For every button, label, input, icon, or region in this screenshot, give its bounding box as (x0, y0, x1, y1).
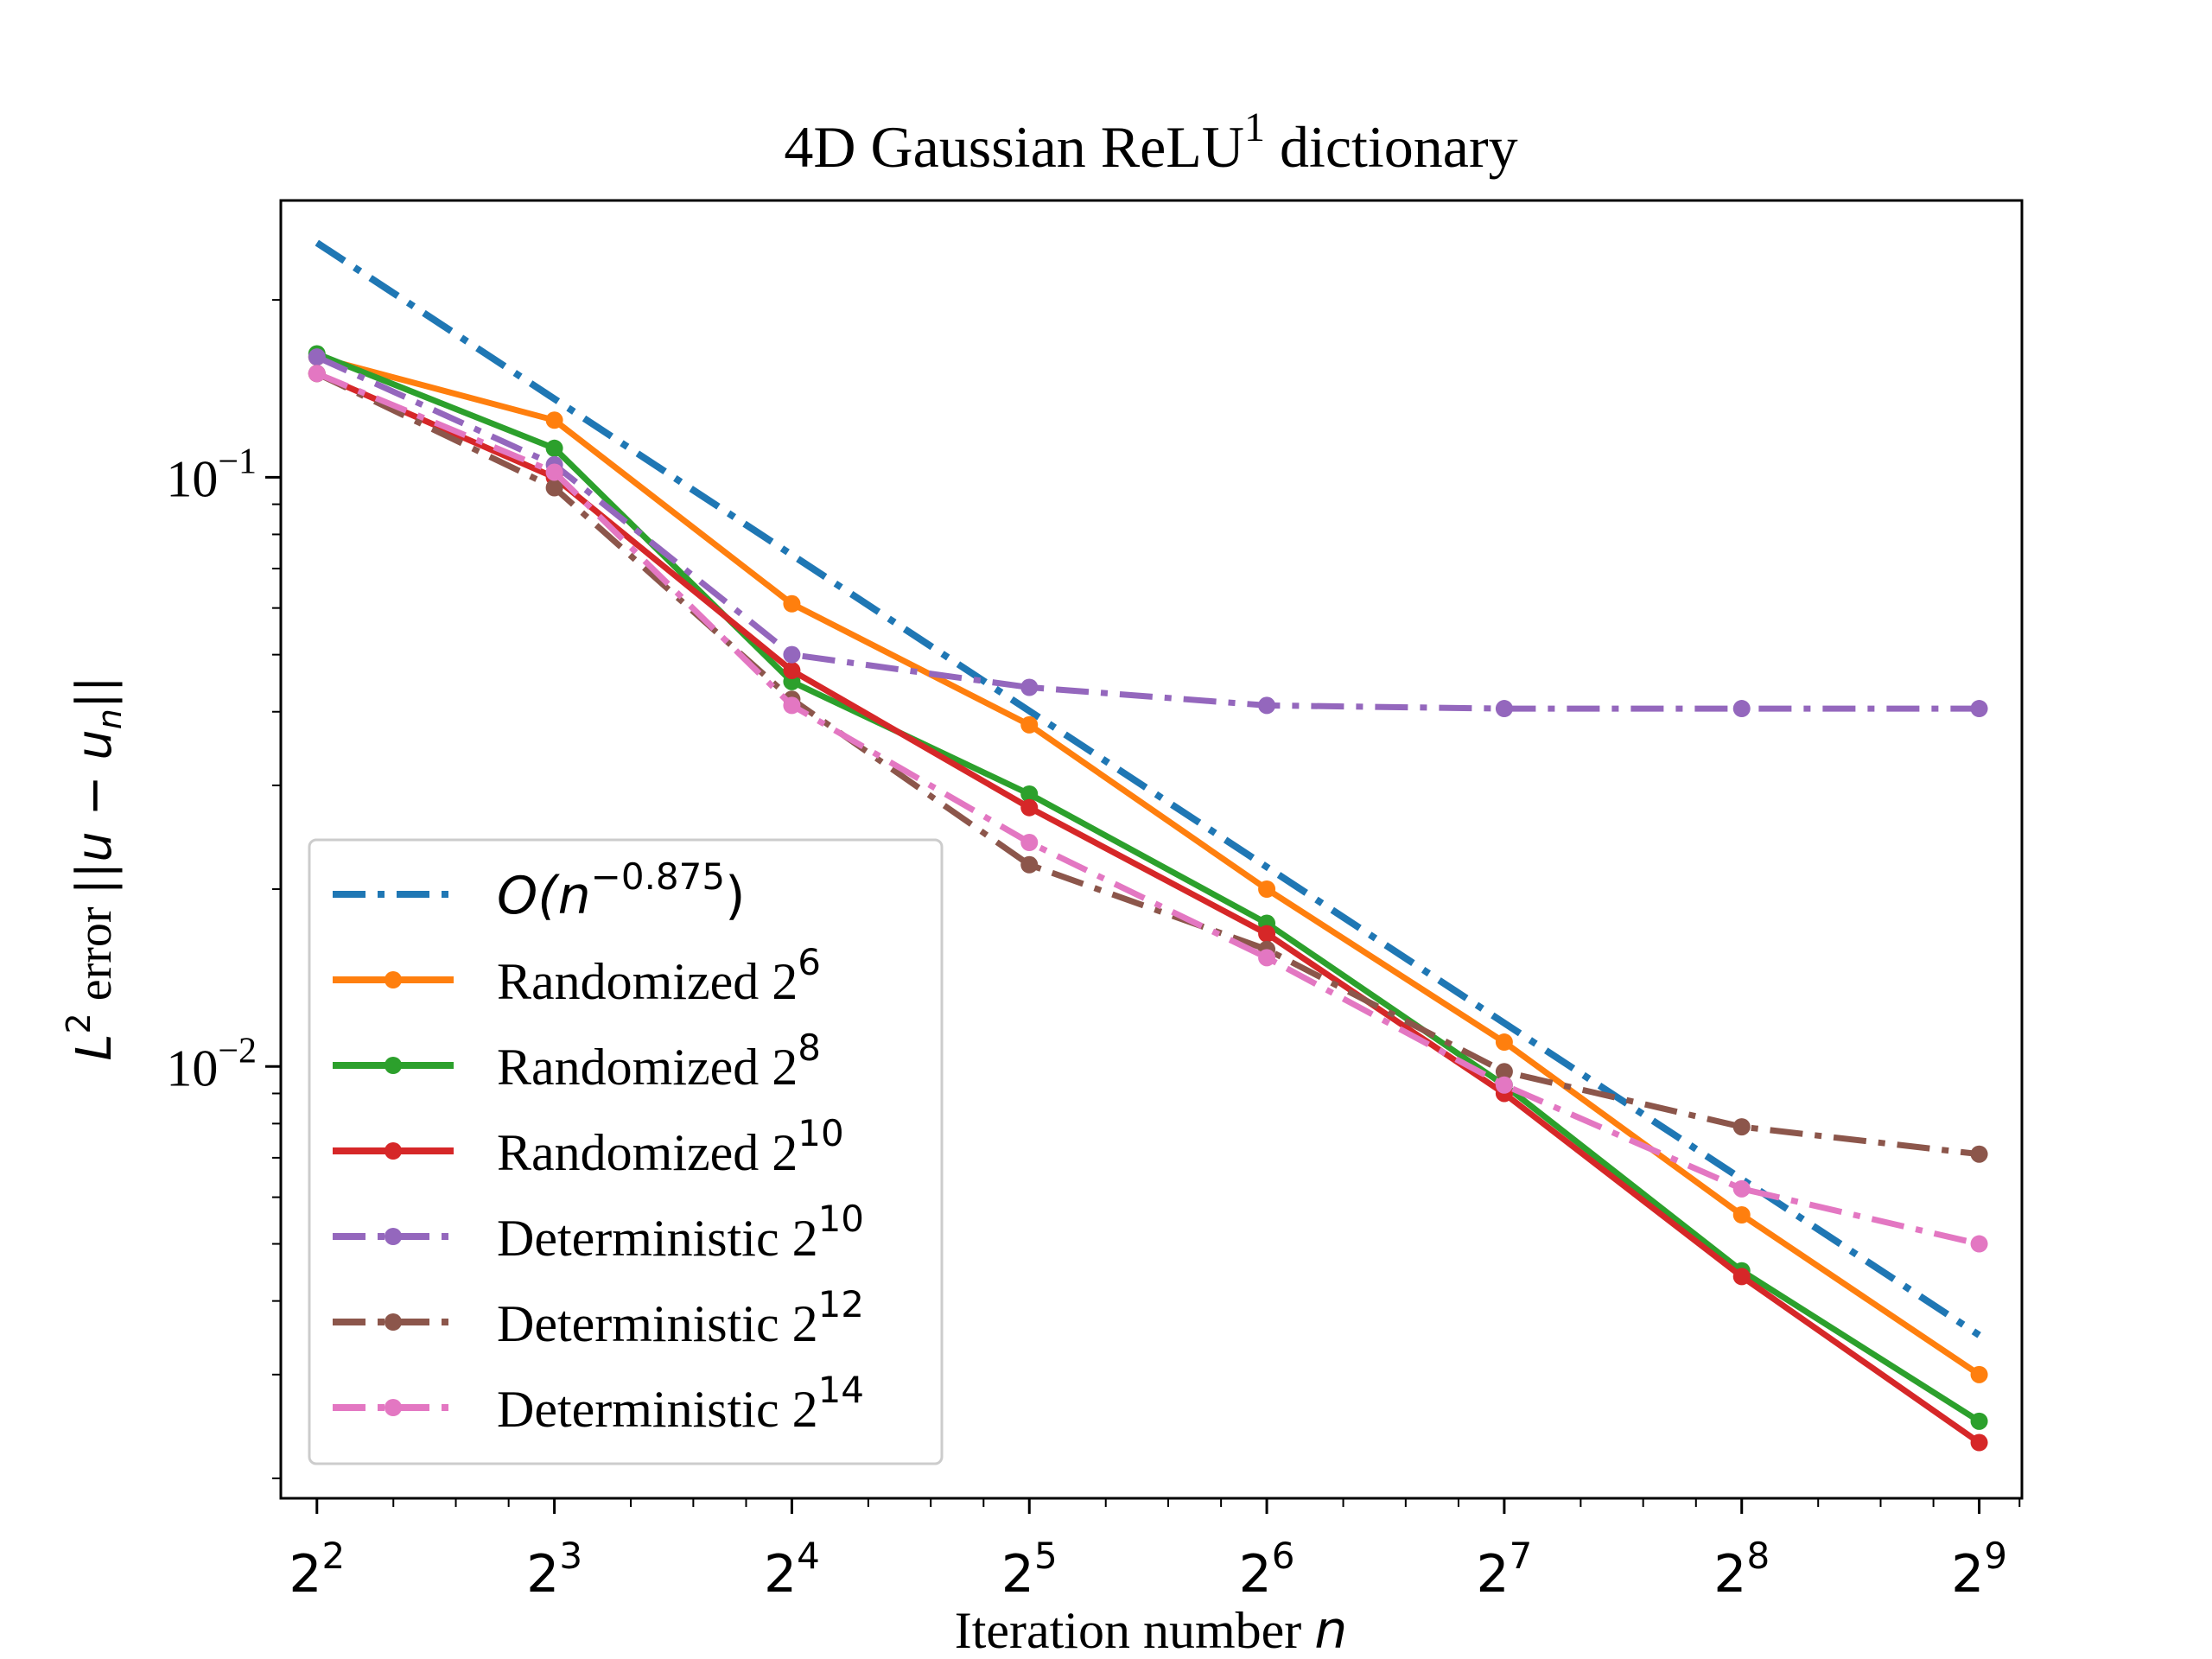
series-1-point (1970, 1365, 1988, 1383)
series-6-point (783, 696, 801, 715)
x-tick-label: 29 (1951, 1535, 2007, 1605)
x-axis: 22 23 24 25 26 27 28 29 (289, 1498, 2021, 1605)
series-1-point (1732, 1205, 1751, 1224)
x-tick-label: 25 (1001, 1535, 1058, 1605)
series-0-line (315, 239, 1981, 1338)
legend-label-5: Deterministic 212 (497, 1283, 864, 1352)
series-6-point (308, 365, 326, 383)
series-1-point (1020, 715, 1039, 734)
legend-box (308, 838, 944, 1465)
series-3-point (783, 661, 801, 679)
x-tick-label: 24 (764, 1535, 820, 1605)
legend-label-1: Randomized 26 (497, 941, 821, 1010)
series-6-group (308, 365, 1988, 1253)
series-1-point (783, 594, 801, 613)
series-5-point (545, 479, 563, 497)
series-5-point (1732, 1118, 1751, 1136)
series-6-point (1970, 1235, 1988, 1253)
series-5-point (1970, 1145, 1988, 1163)
series-6-point (1258, 949, 1276, 967)
legend-label-3: Randomized 210 (497, 1112, 844, 1181)
x-tick-label: 28 (1713, 1535, 1770, 1605)
series-6-point (545, 463, 563, 481)
series-1-line (315, 353, 1981, 1377)
legend-label-0: O(n−0.875) (497, 855, 746, 926)
series-4-line (315, 354, 1980, 712)
series-4-point (308, 348, 326, 366)
x-tick-label: 22 (289, 1535, 345, 1605)
series-1-group (308, 348, 1988, 1383)
series-5-point (1495, 1063, 1513, 1081)
series-0-group (315, 239, 1981, 1338)
series-6-point (1020, 834, 1039, 852)
series-2-point (545, 439, 563, 457)
series-2-point (1970, 1412, 1988, 1430)
series-4-point (1258, 696, 1276, 715)
series-4-point (1020, 678, 1039, 696)
series-2-line (315, 351, 1981, 1424)
y-tick-label: 10−1 (166, 442, 257, 507)
x-tick-label: 26 (1239, 1535, 1295, 1605)
legend-label-2: Randomized 28 (497, 1027, 821, 1096)
legend-marker-6 (385, 1399, 402, 1416)
legend-label-6: Deterministic 214 (497, 1369, 864, 1438)
series-4-point (1970, 700, 1988, 718)
x-axis-label: Iteration number n (955, 1600, 1348, 1659)
y-axis: 10−1 10−2 (166, 299, 281, 1479)
series-3-point (1732, 1268, 1751, 1286)
x-tick-label: 23 (526, 1535, 582, 1605)
series-4-point (783, 645, 801, 664)
series-1-point (545, 411, 563, 429)
series-6-point (1495, 1076, 1513, 1094)
series-4-point (1495, 700, 1513, 718)
legend-marker-1 (385, 971, 402, 988)
series-1-point (1258, 880, 1276, 899)
series-2-point (1020, 785, 1039, 803)
series-5-point (1020, 855, 1039, 874)
axes-frame (279, 199, 2024, 1500)
legend-marker-2 (385, 1057, 402, 1074)
chart-title: 4D Gaussian ReLU1 dictionary (784, 105, 1517, 180)
series-3-point (1020, 798, 1039, 817)
plot-area (308, 239, 1988, 1452)
series-1-point (1495, 1033, 1513, 1052)
legend-marker-5 (385, 1313, 402, 1331)
series-4-point (1732, 700, 1751, 718)
series-3-point (1258, 925, 1276, 943)
series-3-line (315, 371, 1981, 1446)
legend-marker-4 (385, 1228, 402, 1245)
series-4-group (308, 348, 1988, 718)
legend: O(n−0.875) Randomized 26 Randomized 28 Rand… (308, 838, 944, 1465)
x-tick-label: 27 (1476, 1535, 1532, 1605)
y-tick-label: 10−2 (166, 1031, 257, 1096)
legend-marker-3 (385, 1142, 402, 1160)
series-6-line (315, 371, 1980, 1248)
y-axis-label: L2 error ||u − un|| (60, 676, 129, 1060)
series-6-point (1732, 1179, 1751, 1198)
series-3-point (1970, 1433, 1988, 1452)
legend-label-4: Deterministic 210 (497, 1198, 864, 1267)
